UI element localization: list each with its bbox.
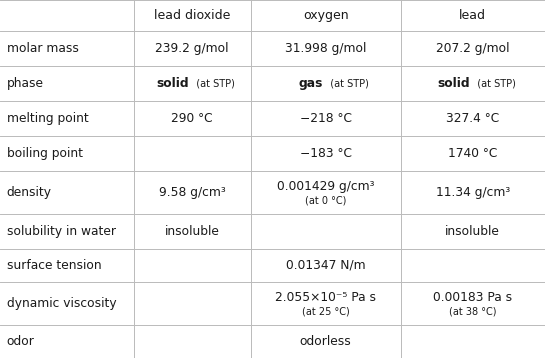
Text: surface tension: surface tension	[7, 259, 101, 272]
Text: −183 °C: −183 °C	[300, 147, 352, 160]
Text: (at STP): (at STP)	[191, 79, 235, 89]
Text: oxygen: oxygen	[303, 9, 348, 22]
Text: 0.00183 Pa s: 0.00183 Pa s	[433, 291, 512, 304]
Text: −218 °C: −218 °C	[300, 112, 352, 125]
Text: boiling point: boiling point	[7, 147, 82, 160]
Text: molar mass: molar mass	[7, 42, 78, 55]
Text: (at 38 °C): (at 38 °C)	[449, 307, 496, 317]
Text: insoluble: insoluble	[445, 225, 500, 238]
Text: solid: solid	[438, 77, 470, 90]
Text: lead dioxide: lead dioxide	[154, 9, 231, 22]
Text: odor: odor	[7, 335, 34, 348]
Text: phase: phase	[7, 77, 44, 90]
Text: (at STP): (at STP)	[471, 79, 516, 89]
Text: 0.01347 N/m: 0.01347 N/m	[286, 259, 366, 272]
Text: 0.001429 g/cm³: 0.001429 g/cm³	[277, 180, 374, 193]
Text: 327.4 °C: 327.4 °C	[446, 112, 499, 125]
Text: (at 0 °C): (at 0 °C)	[305, 196, 346, 206]
Text: solid: solid	[157, 77, 190, 90]
Text: 11.34 g/cm³: 11.34 g/cm³	[435, 186, 510, 199]
Text: (at STP): (at STP)	[324, 79, 369, 89]
Text: 290 °C: 290 °C	[171, 112, 213, 125]
Text: 1740 °C: 1740 °C	[448, 147, 498, 160]
Text: 9.58 g/cm³: 9.58 g/cm³	[159, 186, 226, 199]
Text: dynamic viscosity: dynamic viscosity	[7, 297, 116, 310]
Text: 2.055×10⁻⁵ Pa s: 2.055×10⁻⁵ Pa s	[275, 291, 376, 304]
Text: (at 25 °C): (at 25 °C)	[302, 307, 349, 317]
Text: melting point: melting point	[7, 112, 88, 125]
Text: odorless: odorless	[300, 335, 352, 348]
Text: lead: lead	[459, 9, 486, 22]
Text: solubility in water: solubility in water	[7, 225, 116, 238]
Text: gas: gas	[299, 77, 323, 90]
Text: 239.2 g/mol: 239.2 g/mol	[155, 42, 229, 55]
Text: density: density	[7, 186, 52, 199]
Text: insoluble: insoluble	[165, 225, 220, 238]
Text: 207.2 g/mol: 207.2 g/mol	[436, 42, 510, 55]
Text: 31.998 g/mol: 31.998 g/mol	[285, 42, 366, 55]
